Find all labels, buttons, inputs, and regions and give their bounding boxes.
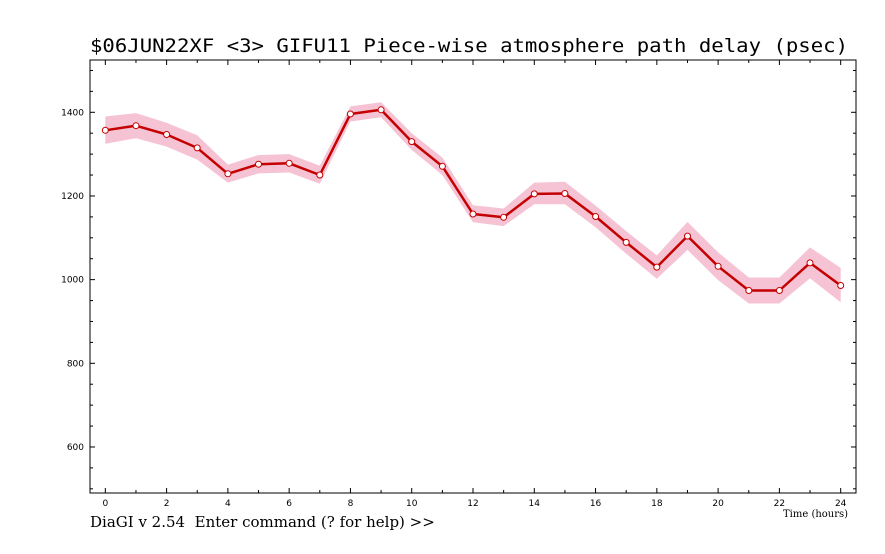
data-point bbox=[775, 287, 783, 294]
data-point bbox=[316, 171, 324, 179]
data-point bbox=[346, 110, 354, 118]
data-points-layer bbox=[101, 106, 845, 294]
y-tick-label: 600 bbox=[67, 443, 84, 453]
y-tick-label: 1400 bbox=[61, 108, 84, 118]
data-point bbox=[561, 190, 569, 197]
uncertainty-band bbox=[105, 102, 841, 304]
data-point bbox=[438, 162, 446, 170]
data-point bbox=[377, 106, 385, 114]
x-tick-label: 4 bbox=[225, 499, 231, 509]
x-axis-label: Time (hours) bbox=[783, 509, 848, 520]
x-tick-label: 14 bbox=[529, 499, 541, 509]
x-tick-label: 2 bbox=[164, 499, 170, 509]
x-tick-label: 12 bbox=[467, 499, 478, 509]
data-point bbox=[224, 170, 232, 178]
data-point bbox=[500, 213, 508, 221]
data-point bbox=[163, 131, 171, 138]
data-point bbox=[622, 238, 630, 246]
x-tick-label: 10 bbox=[406, 499, 418, 509]
data-point bbox=[745, 287, 753, 294]
data-point bbox=[806, 259, 814, 267]
data-point bbox=[408, 138, 416, 146]
data-point bbox=[469, 210, 477, 218]
y-tick-label: 1000 bbox=[61, 276, 84, 286]
x-tick-label: 24 bbox=[835, 499, 847, 509]
uncertainty-band-layer bbox=[105, 102, 841, 304]
command-prompt[interactable]: DiaGI v 2.54 Enter command (? for help) … bbox=[90, 513, 435, 531]
data-point bbox=[714, 262, 722, 270]
data-point bbox=[193, 144, 201, 152]
x-tick-label: 6 bbox=[286, 499, 292, 509]
x-tick-label: 22 bbox=[774, 499, 785, 509]
data-point bbox=[684, 232, 691, 240]
data-point bbox=[255, 160, 262, 168]
chart-title: $06JUN22XF <3> GIFU11 Piece-wise atmosph… bbox=[90, 35, 848, 57]
data-point bbox=[653, 263, 661, 271]
y-tick-label: 1200 bbox=[61, 192, 84, 202]
y-tick-label: 800 bbox=[67, 359, 84, 369]
x-tick-label: 8 bbox=[348, 499, 354, 509]
data-point bbox=[132, 122, 140, 130]
data-point bbox=[101, 126, 109, 134]
x-tick-label: 18 bbox=[651, 499, 663, 509]
x-tick-label: 20 bbox=[712, 499, 724, 509]
x-tick-label: 16 bbox=[590, 499, 602, 509]
x-tick-label: 0 bbox=[102, 499, 108, 509]
data-point bbox=[592, 213, 600, 220]
data-point bbox=[285, 159, 293, 167]
data-point bbox=[530, 190, 538, 198]
data-point bbox=[837, 282, 845, 289]
